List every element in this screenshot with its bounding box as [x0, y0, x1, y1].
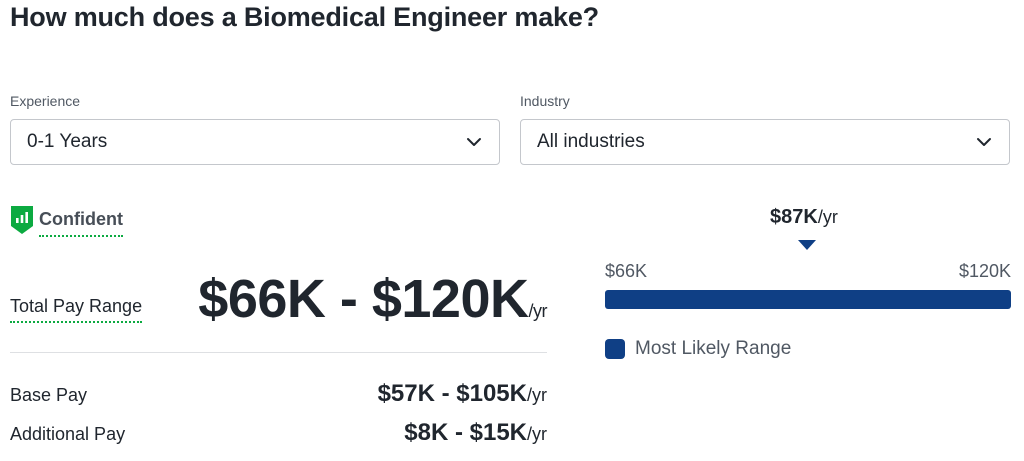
experience-value: 0-1 Years — [27, 131, 108, 152]
experience-select[interactable]: 0-1 Years — [10, 119, 500, 165]
page-title: How much does a Biomedical Engineer make… — [10, 2, 599, 32]
legend: Most Likely Range — [605, 338, 791, 360]
confidence-label: Confident — [39, 208, 123, 237]
range-max-label: $120K — [958, 261, 1011, 281]
divider — [10, 352, 547, 353]
per-year-unit: /yr — [528, 301, 548, 321]
chevron-down-icon — [977, 138, 991, 146]
total-pay-amount: $66K - $120K — [198, 269, 529, 329]
additional-pay-row: Additional Pay $8K - $15K/yr — [10, 419, 547, 447]
legend-swatch-icon — [605, 339, 625, 359]
confidence-indicator[interactable]: Confident — [10, 202, 123, 237]
total-pay-range-value: $66K - $120K/yr — [198, 268, 547, 330]
median-marker-icon — [798, 240, 816, 250]
base-pay-amount: $57K - $105K — [377, 380, 527, 407]
additional-pay-amount: $8K - $15K — [404, 419, 527, 446]
range-min-label: $66K — [605, 261, 648, 281]
additional-pay-value: $8K - $15K/yr — [404, 419, 547, 447]
base-pay-row: Base Pay $57K - $105K/yr — [10, 380, 547, 408]
median-pay: $87K/yr — [770, 206, 838, 229]
most-likely-range-bar — [605, 290, 1011, 309]
bar-chart-shield-icon — [11, 205, 33, 234]
experience-label: Experience — [10, 93, 81, 109]
total-pay-range-label[interactable]: Total Pay Range — [10, 296, 143, 323]
additional-pay-label: Additional Pay — [10, 424, 126, 444]
base-pay-label: Base Pay — [10, 385, 88, 405]
industry-select[interactable]: All industries — [520, 119, 1010, 165]
per-year-unit: /yr — [527, 424, 547, 444]
per-year-unit: /yr — [817, 207, 838, 227]
per-year-unit: /yr — [527, 385, 547, 405]
industry-label: Industry — [520, 93, 570, 109]
base-pay-value: $57K - $105K/yr — [378, 380, 547, 408]
chevron-down-icon — [467, 138, 481, 146]
legend-label: Most Likely Range — [635, 338, 792, 359]
median-amount: $87K — [770, 206, 818, 228]
industry-value: All industries — [537, 131, 645, 152]
